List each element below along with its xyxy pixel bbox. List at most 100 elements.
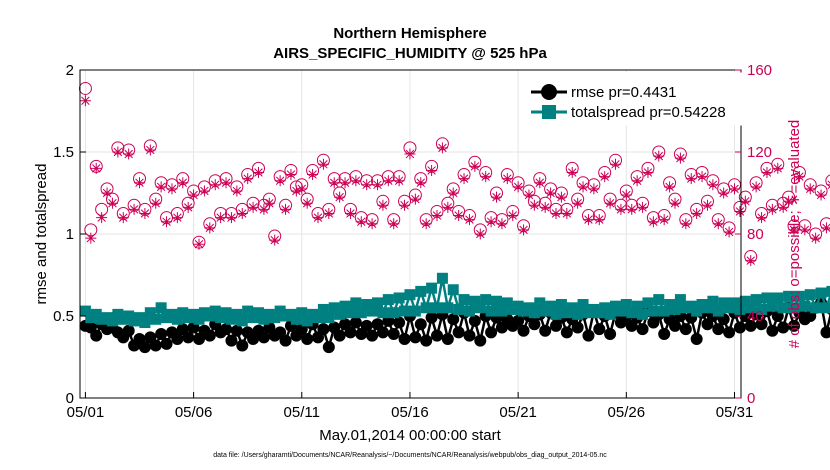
evaluated-point xyxy=(707,179,719,191)
totalspread-point xyxy=(328,302,340,314)
rmse-point xyxy=(539,324,552,337)
totalspread-point xyxy=(793,290,805,302)
evaluated-point xyxy=(599,171,611,183)
totalspread-point xyxy=(301,315,313,327)
rmse-point xyxy=(690,332,703,345)
evaluated-point xyxy=(247,201,259,213)
rmse-point xyxy=(279,334,292,347)
totalspread-point xyxy=(361,299,373,311)
evaluated-point xyxy=(269,234,281,246)
evaluated-point xyxy=(458,173,470,185)
evaluated-point xyxy=(701,199,713,211)
evaluated-point xyxy=(620,189,632,201)
totalspread-point xyxy=(155,302,167,314)
evaluated-point xyxy=(739,195,751,207)
totalspread-point xyxy=(658,305,670,317)
legend-totalspread-label: totalspread pr=0.54228 xyxy=(571,104,726,121)
evaluated-point xyxy=(431,210,443,222)
bottom-tick-label-0: 05/01 xyxy=(67,404,105,421)
totalspread-point xyxy=(339,300,351,312)
totalspread-point xyxy=(496,305,508,317)
evaluated-point xyxy=(761,167,773,178)
rmse-point xyxy=(560,326,573,339)
evaluated-point xyxy=(393,175,405,187)
chart-subtitle: AIRS_SPECIFIC_HUMIDITY @ 525 hPa xyxy=(273,45,547,62)
evaluated-point xyxy=(653,150,665,162)
rmse-point xyxy=(160,337,173,350)
rmse-point xyxy=(420,334,433,347)
rmse-point xyxy=(604,328,617,341)
totalspread-point xyxy=(447,284,459,296)
evaluated-point xyxy=(263,197,275,209)
left-tick-label-3: 1.5 xyxy=(53,144,74,161)
totalspread-point xyxy=(458,294,470,306)
totalspread-point xyxy=(106,315,118,327)
totalspread-point xyxy=(804,289,816,301)
legend-rmse-marker xyxy=(541,84,557,100)
evaluated-point xyxy=(307,169,319,181)
evaluated-point xyxy=(155,181,167,193)
evaluated-point xyxy=(610,158,622,170)
totalspread-point xyxy=(647,305,659,317)
totalspread-point xyxy=(826,285,830,297)
rmse-point xyxy=(344,326,357,339)
evaluated-point xyxy=(317,158,329,170)
totalspread-point xyxy=(290,313,302,325)
totalspread-point xyxy=(382,294,394,306)
totalspread-point xyxy=(404,289,416,301)
bottom-tick-label-6: 05/31 xyxy=(716,404,754,421)
totalspread-point xyxy=(150,313,162,325)
totalspread-point xyxy=(209,305,221,317)
evaluated-point xyxy=(296,183,308,195)
totalspread-point xyxy=(783,290,795,302)
rmse-point xyxy=(777,321,790,334)
evaluated-point xyxy=(166,183,178,195)
left-tick-label-1: 0.5 xyxy=(53,308,74,325)
totalspread-point xyxy=(739,295,751,307)
rmse-point xyxy=(441,332,454,345)
left-axis-ticks: 0 0.5 1 1.5 2 xyxy=(53,62,86,407)
evaluated-point xyxy=(685,173,697,185)
legend-totalspread-marker xyxy=(542,105,556,119)
totalspread-point xyxy=(810,302,822,314)
evaluated-point xyxy=(788,224,800,236)
totalspread-point xyxy=(777,302,789,314)
rmse-point xyxy=(766,324,779,337)
evaluated-point xyxy=(220,177,232,189)
totalspread-point xyxy=(79,305,91,317)
series-totalspread xyxy=(79,272,830,329)
evaluated-point xyxy=(112,146,124,158)
totalspread-point xyxy=(577,299,589,311)
evaluated-point xyxy=(469,160,481,172)
rmse-point xyxy=(317,323,330,336)
rmse-point xyxy=(409,331,422,344)
totalspread-point xyxy=(431,302,443,314)
evaluated-point xyxy=(150,197,162,209)
rmse-point xyxy=(712,323,725,336)
totalspread-point xyxy=(766,300,778,312)
totalspread-point xyxy=(377,307,389,319)
totalspread-point xyxy=(761,292,773,304)
evaluated-point xyxy=(372,179,384,191)
evaluated-point xyxy=(729,183,741,195)
left-tick-label-4: 2 xyxy=(66,62,74,79)
totalspread-point xyxy=(463,305,475,317)
evaluated-point xyxy=(301,197,313,209)
evaluated-point xyxy=(106,197,118,209)
right-axis-ticks: 0 40 80 120 160 xyxy=(735,62,772,407)
totalspread-point xyxy=(399,305,411,317)
totalspread-point xyxy=(442,302,454,314)
evaluated-point xyxy=(745,255,757,267)
totalspread-point xyxy=(604,308,616,320)
rmse-point xyxy=(393,316,406,329)
evaluated-point xyxy=(631,175,643,187)
totalspread-point xyxy=(372,297,384,309)
legend-rmse-label: rmse pr=0.4431 xyxy=(571,84,676,101)
evaluated-point xyxy=(750,181,762,193)
evaluated-point xyxy=(474,228,486,240)
evaluated-point xyxy=(258,203,270,215)
rmse-point xyxy=(582,329,595,342)
rmse-point xyxy=(468,314,481,327)
totalspread-point xyxy=(534,297,546,309)
evaluated-point xyxy=(501,173,513,185)
